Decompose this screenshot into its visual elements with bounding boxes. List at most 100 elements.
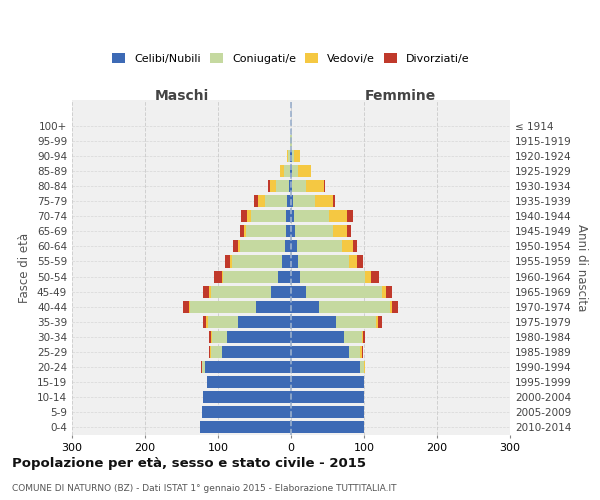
Bar <box>291 286 305 298</box>
Bar <box>265 195 287 207</box>
Bar <box>183 300 189 313</box>
Bar <box>347 210 353 222</box>
Bar <box>329 210 347 222</box>
Bar <box>270 180 275 192</box>
Bar <box>293 195 315 207</box>
Bar <box>349 256 356 268</box>
Bar <box>206 316 208 328</box>
Bar <box>244 225 246 237</box>
Bar <box>324 180 325 192</box>
Bar <box>300 270 365 282</box>
Bar <box>290 134 291 147</box>
Y-axis label: Fasce di età: Fasce di età <box>19 232 31 302</box>
Bar <box>362 346 363 358</box>
Bar <box>378 316 382 328</box>
Bar <box>221 346 291 358</box>
Bar <box>291 270 300 282</box>
Bar <box>365 270 371 282</box>
Bar <box>292 165 298 177</box>
Bar <box>268 180 270 192</box>
Bar <box>212 331 227 343</box>
Bar <box>227 331 291 343</box>
Bar <box>233 240 238 252</box>
Bar <box>254 195 258 207</box>
Bar <box>382 286 386 298</box>
Bar <box>238 240 240 252</box>
Bar <box>371 270 379 282</box>
Bar <box>347 225 351 237</box>
Bar <box>291 300 319 313</box>
Bar <box>240 240 285 252</box>
Bar <box>291 134 292 147</box>
Bar <box>305 286 382 298</box>
Bar <box>298 256 349 268</box>
Bar <box>221 270 223 282</box>
Bar <box>290 150 291 162</box>
Bar <box>291 391 364 404</box>
Bar <box>286 210 291 222</box>
Bar <box>292 150 294 162</box>
Bar <box>205 361 291 373</box>
Bar <box>209 331 211 343</box>
Bar <box>291 150 292 162</box>
Bar <box>376 316 378 328</box>
Bar <box>201 361 202 373</box>
Bar <box>392 300 398 313</box>
Bar <box>291 376 364 388</box>
Bar <box>203 286 209 298</box>
Bar <box>297 240 342 252</box>
Bar <box>362 331 363 343</box>
Bar <box>211 331 212 343</box>
Text: COMUNE DI NATURNO (BZ) - Dati ISTAT 1° gennaio 2015 - Elaborazione TUTTITALIA.IT: COMUNE DI NATURNO (BZ) - Dati ISTAT 1° g… <box>12 484 397 493</box>
Bar <box>361 346 362 358</box>
Bar <box>210 346 211 358</box>
Bar <box>207 376 291 388</box>
Bar <box>271 286 291 298</box>
Bar <box>336 316 376 328</box>
Bar <box>291 316 336 328</box>
Bar <box>285 240 291 252</box>
Bar <box>319 300 390 313</box>
Bar <box>390 300 392 313</box>
Bar <box>364 361 365 373</box>
Bar <box>356 256 362 268</box>
Bar <box>386 286 392 298</box>
Bar <box>256 300 291 313</box>
Bar <box>291 422 364 434</box>
Bar <box>209 286 211 298</box>
Bar <box>278 270 291 282</box>
Bar <box>211 346 221 358</box>
Bar <box>214 270 221 282</box>
Bar <box>211 286 271 298</box>
Bar <box>202 361 205 373</box>
Bar <box>246 225 286 237</box>
Bar <box>247 210 251 222</box>
Bar <box>298 165 311 177</box>
Bar <box>224 256 230 268</box>
Bar <box>332 225 347 237</box>
Bar <box>287 150 288 162</box>
Bar <box>342 240 353 252</box>
Bar <box>353 240 356 252</box>
Bar <box>315 195 334 207</box>
Bar <box>290 165 291 177</box>
Bar <box>202 406 291 418</box>
Bar <box>209 346 210 358</box>
Text: Popolazione per età, sesso e stato civile - 2015: Popolazione per età, sesso e stato civil… <box>12 458 366 470</box>
Bar <box>280 165 284 177</box>
Bar <box>287 195 291 207</box>
Bar <box>349 346 361 358</box>
Bar <box>361 361 364 373</box>
Bar <box>295 225 332 237</box>
Bar <box>291 225 295 237</box>
Bar <box>251 210 286 222</box>
Bar <box>363 331 365 343</box>
Bar <box>238 316 291 328</box>
Bar <box>291 361 361 373</box>
Bar <box>305 180 324 192</box>
Bar <box>190 300 256 313</box>
Bar <box>286 225 291 237</box>
Bar <box>275 180 289 192</box>
Bar <box>289 180 291 192</box>
Bar <box>291 240 297 252</box>
